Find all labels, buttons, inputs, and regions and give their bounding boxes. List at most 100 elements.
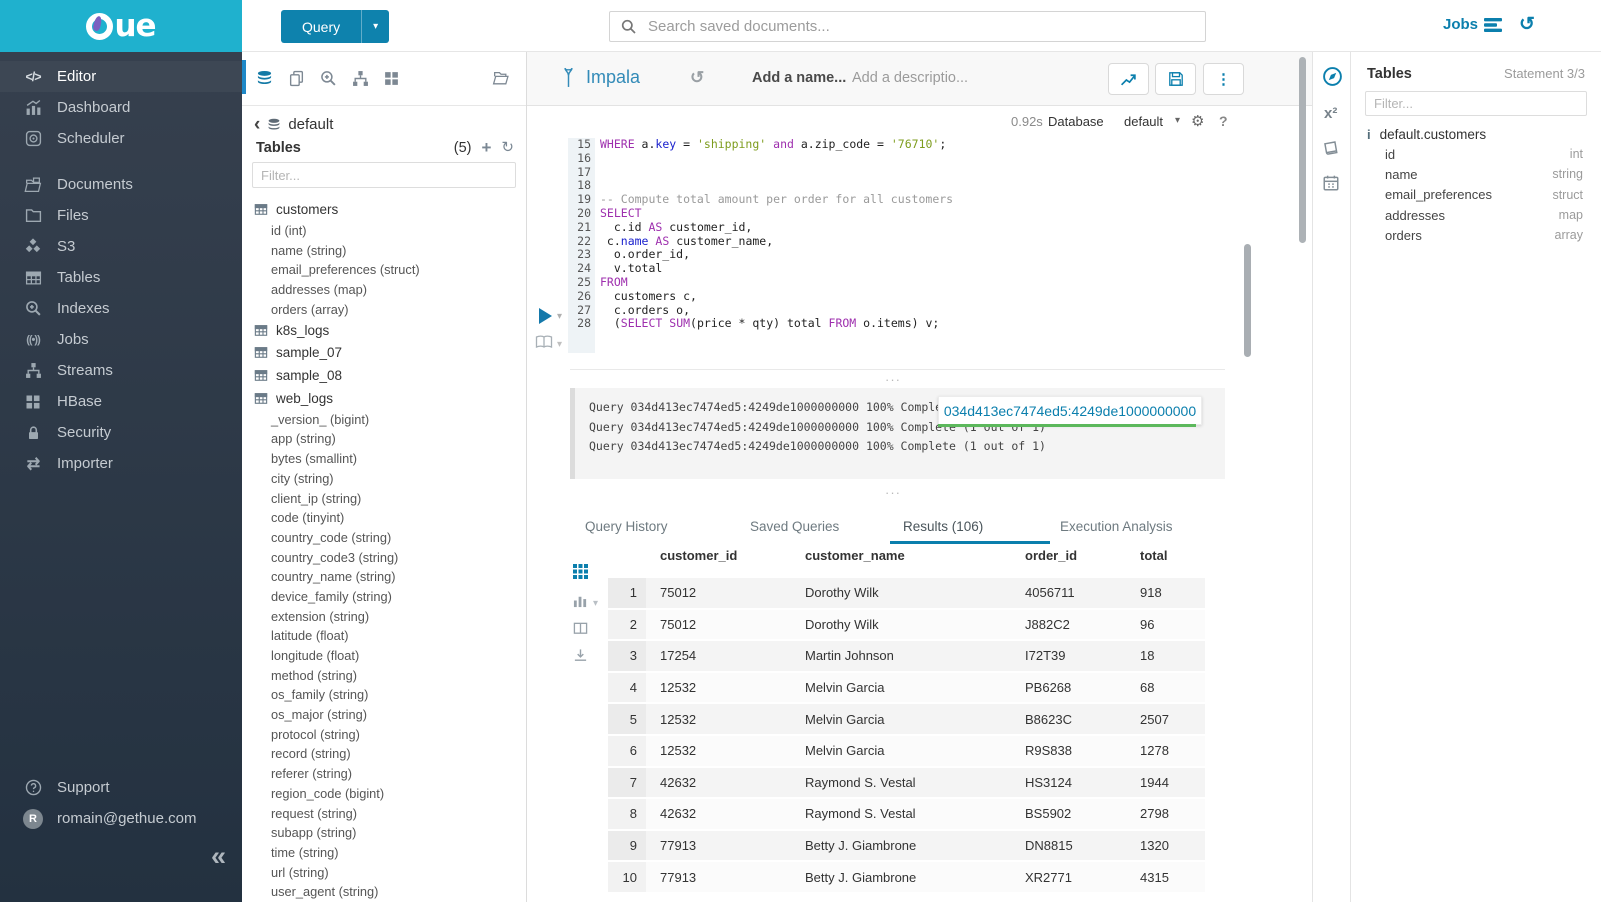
schema-column-email-preferences[interactable]: email_preferences struct [1351,185,1601,205]
sidebar-item-importer[interactable]: ⇄ Importer [0,448,242,479]
jobs-link[interactable]: Jobs [1443,16,1479,33]
column-entry[interactable]: app (string) [271,431,336,447]
chevron-down-icon[interactable]: ▾ [361,10,389,43]
apps-blocks-icon[interactable] [383,70,400,87]
grid-view-icon[interactable] [573,564,588,579]
sidebar-item-user[interactable]: R romain@gethue.com [0,803,242,834]
download-icon[interactable] [573,648,588,663]
column-entry[interactable]: id (int) [271,222,307,238]
sidebar-item-editor[interactable]: </> Editor [0,61,242,92]
database-name[interactable]: default [288,116,334,133]
refresh-icon[interactable]: ↻ [501,139,514,156]
column-entry[interactable]: region_code (bigint) [271,785,385,801]
column-entry[interactable]: city (string) [271,470,334,486]
table-row[interactable]: 4 12532 Melvin Garcia PB6268 68 [608,670,1205,703]
column-entry[interactable]: url (string) [271,864,329,880]
sidebar-item-scheduler[interactable]: Scheduler [0,123,242,154]
functions-icon[interactable]: x² [1324,105,1338,122]
column-entry[interactable]: longitude (float) [271,648,360,663]
table-row[interactable]: 1 75012 Dorothy Wilk 4056711 918 [608,576,1205,608]
tab-execution-analysis[interactable]: Execution Analysis [1060,519,1173,534]
back-chevron-icon[interactable]: ‹ [254,114,261,135]
sql-code-area[interactable]: WHERE a.key = 'shipping' and a.zip_code … [600,137,953,331]
editor-scrollbar[interactable] [1244,244,1251,357]
table-row[interactable]: 3 17254 Martin Johnson I72T39 18 [608,639,1205,671]
column-entry[interactable]: latitude (float) [271,628,349,644]
more-actions-button[interactable]: ⋮ [1203,63,1244,95]
history-icon[interactable]: ↺ [1519,14,1535,35]
table-filter-input[interactable] [252,162,516,188]
new-query-button[interactable]: Query ▾ [281,10,390,43]
execute-button[interactable] [539,308,552,324]
columns-view-icon[interactable] [573,621,588,636]
column-entry[interactable]: addresses (map) [271,282,368,297]
column-entry[interactable]: referer (string) [271,766,353,782]
column-entry[interactable]: country_name (string) [271,569,396,585]
column-entry[interactable]: method (string) [271,667,358,683]
schema-column-name[interactable]: name string [1351,164,1601,184]
column-entry[interactable]: orders (array) [271,301,349,317]
sidebar-item-documents[interactable]: Documents [0,169,242,200]
sidebar-item-hbase[interactable]: HBase [0,386,242,417]
presentation-options-caret[interactable]: ▾ [557,339,563,350]
query-name-placeholder[interactable]: Add a name... [752,70,847,86]
folder-open-icon[interactable] [491,70,510,87]
tab-results-106-[interactable]: Results (106) [903,519,984,534]
table-row[interactable]: 10 77913 Betty J. Giambrone XR2771 4315 [608,860,1205,892]
hue-logo[interactable]: ue [0,0,242,52]
sitemap-icon[interactable] [352,70,369,87]
table-row[interactable]: 6 12532 Melvin Garcia R9S838 1278 [608,733,1205,766]
sidebar-item-streams[interactable]: Streams [0,355,242,386]
table-row[interactable]: 8 42632 Raymond S. Vestal BS5902 2798 [608,797,1205,829]
active-table[interactable]: i default.customers [1367,127,1601,142]
sidebar-item-indexes[interactable]: Indexes [0,293,242,324]
search-input[interactable] [646,17,1205,36]
column-header[interactable]: total [1140,548,1168,563]
column-header[interactable]: customer_id [660,548,738,563]
column-entry[interactable]: time (string) [271,844,339,860]
documents-copy-icon[interactable] [288,70,305,87]
column-entry[interactable]: os_major (string) [271,707,368,723]
presentation-mode-icon[interactable] [535,335,553,349]
tab-query-history[interactable]: Query History [585,519,668,534]
sidebar-item-tables[interactable]: Tables [0,262,242,293]
save-button[interactable] [1155,63,1196,95]
query-id-tooltip[interactable]: 034d413ec7474ed5:4249de1000000000 [938,396,1202,425]
gear-icon[interactable]: ⚙ [1191,113,1205,130]
calendar-icon[interactable] [1322,174,1340,192]
column-entry[interactable]: record (string) [271,746,351,762]
language-docs-icon[interactable] [1322,140,1340,158]
resize-handle[interactable]: ··· [885,372,901,387]
column-entry[interactable]: client_ip (string) [271,490,362,506]
tab-saved-queries[interactable]: Saved Queries [750,519,840,534]
resize-handle[interactable]: ··· [885,485,901,500]
chart-view-icon[interactable] [573,593,588,608]
add-table-icon[interactable]: + [481,138,492,157]
column-entry[interactable]: name (string) [271,242,347,258]
column-entry[interactable]: bytes (smallint) [271,451,358,467]
sidebar-item-jobs[interactable]: ((•)) Jobs [0,324,242,355]
query-description-placeholder[interactable]: Add a descriptio... [852,70,969,86]
main-scrollbar[interactable] [1299,57,1306,243]
sidebar-item-s3[interactable]: S3 [0,231,242,262]
table-row[interactable]: 2 75012 Dorothy Wilk J882C2 96 [608,607,1205,640]
column-header[interactable]: customer_name [805,548,905,563]
schema-column-orders[interactable]: orders array [1351,225,1601,245]
zoom-plus-icon[interactable] [320,70,337,87]
sidebar-item-files[interactable]: Files [0,200,242,231]
sidebar-item-dashboard[interactable]: Dashboard [0,92,242,123]
column-entry[interactable]: protocol (string) [271,726,360,742]
table-row[interactable]: 7 42632 Raymond S. Vestal HS3124 1944 [608,765,1205,798]
column-header[interactable]: order_id [1025,548,1078,563]
table-row[interactable]: 9 77913 Betty J. Giambrone DN8815 1320 [608,828,1205,861]
column-entry[interactable]: extension (string) [271,608,370,624]
table-entry-web-logs[interactable]: web_logs [242,387,526,410]
column-entry[interactable]: request (string) [271,805,358,821]
table-row[interactable]: 5 12532 Melvin Garcia B8623C 2507 [608,702,1205,734]
column-entry[interactable]: os_family (string) [271,687,369,703]
table-entry-customers[interactable]: customers [242,198,526,221]
engine-name[interactable]: Impala [586,67,641,87]
chevron-down-icon[interactable]: ▾ [1175,115,1181,126]
table-entry-sample-08[interactable]: sample_08 [242,364,526,387]
sidebar-item-security[interactable]: Security [0,417,242,448]
